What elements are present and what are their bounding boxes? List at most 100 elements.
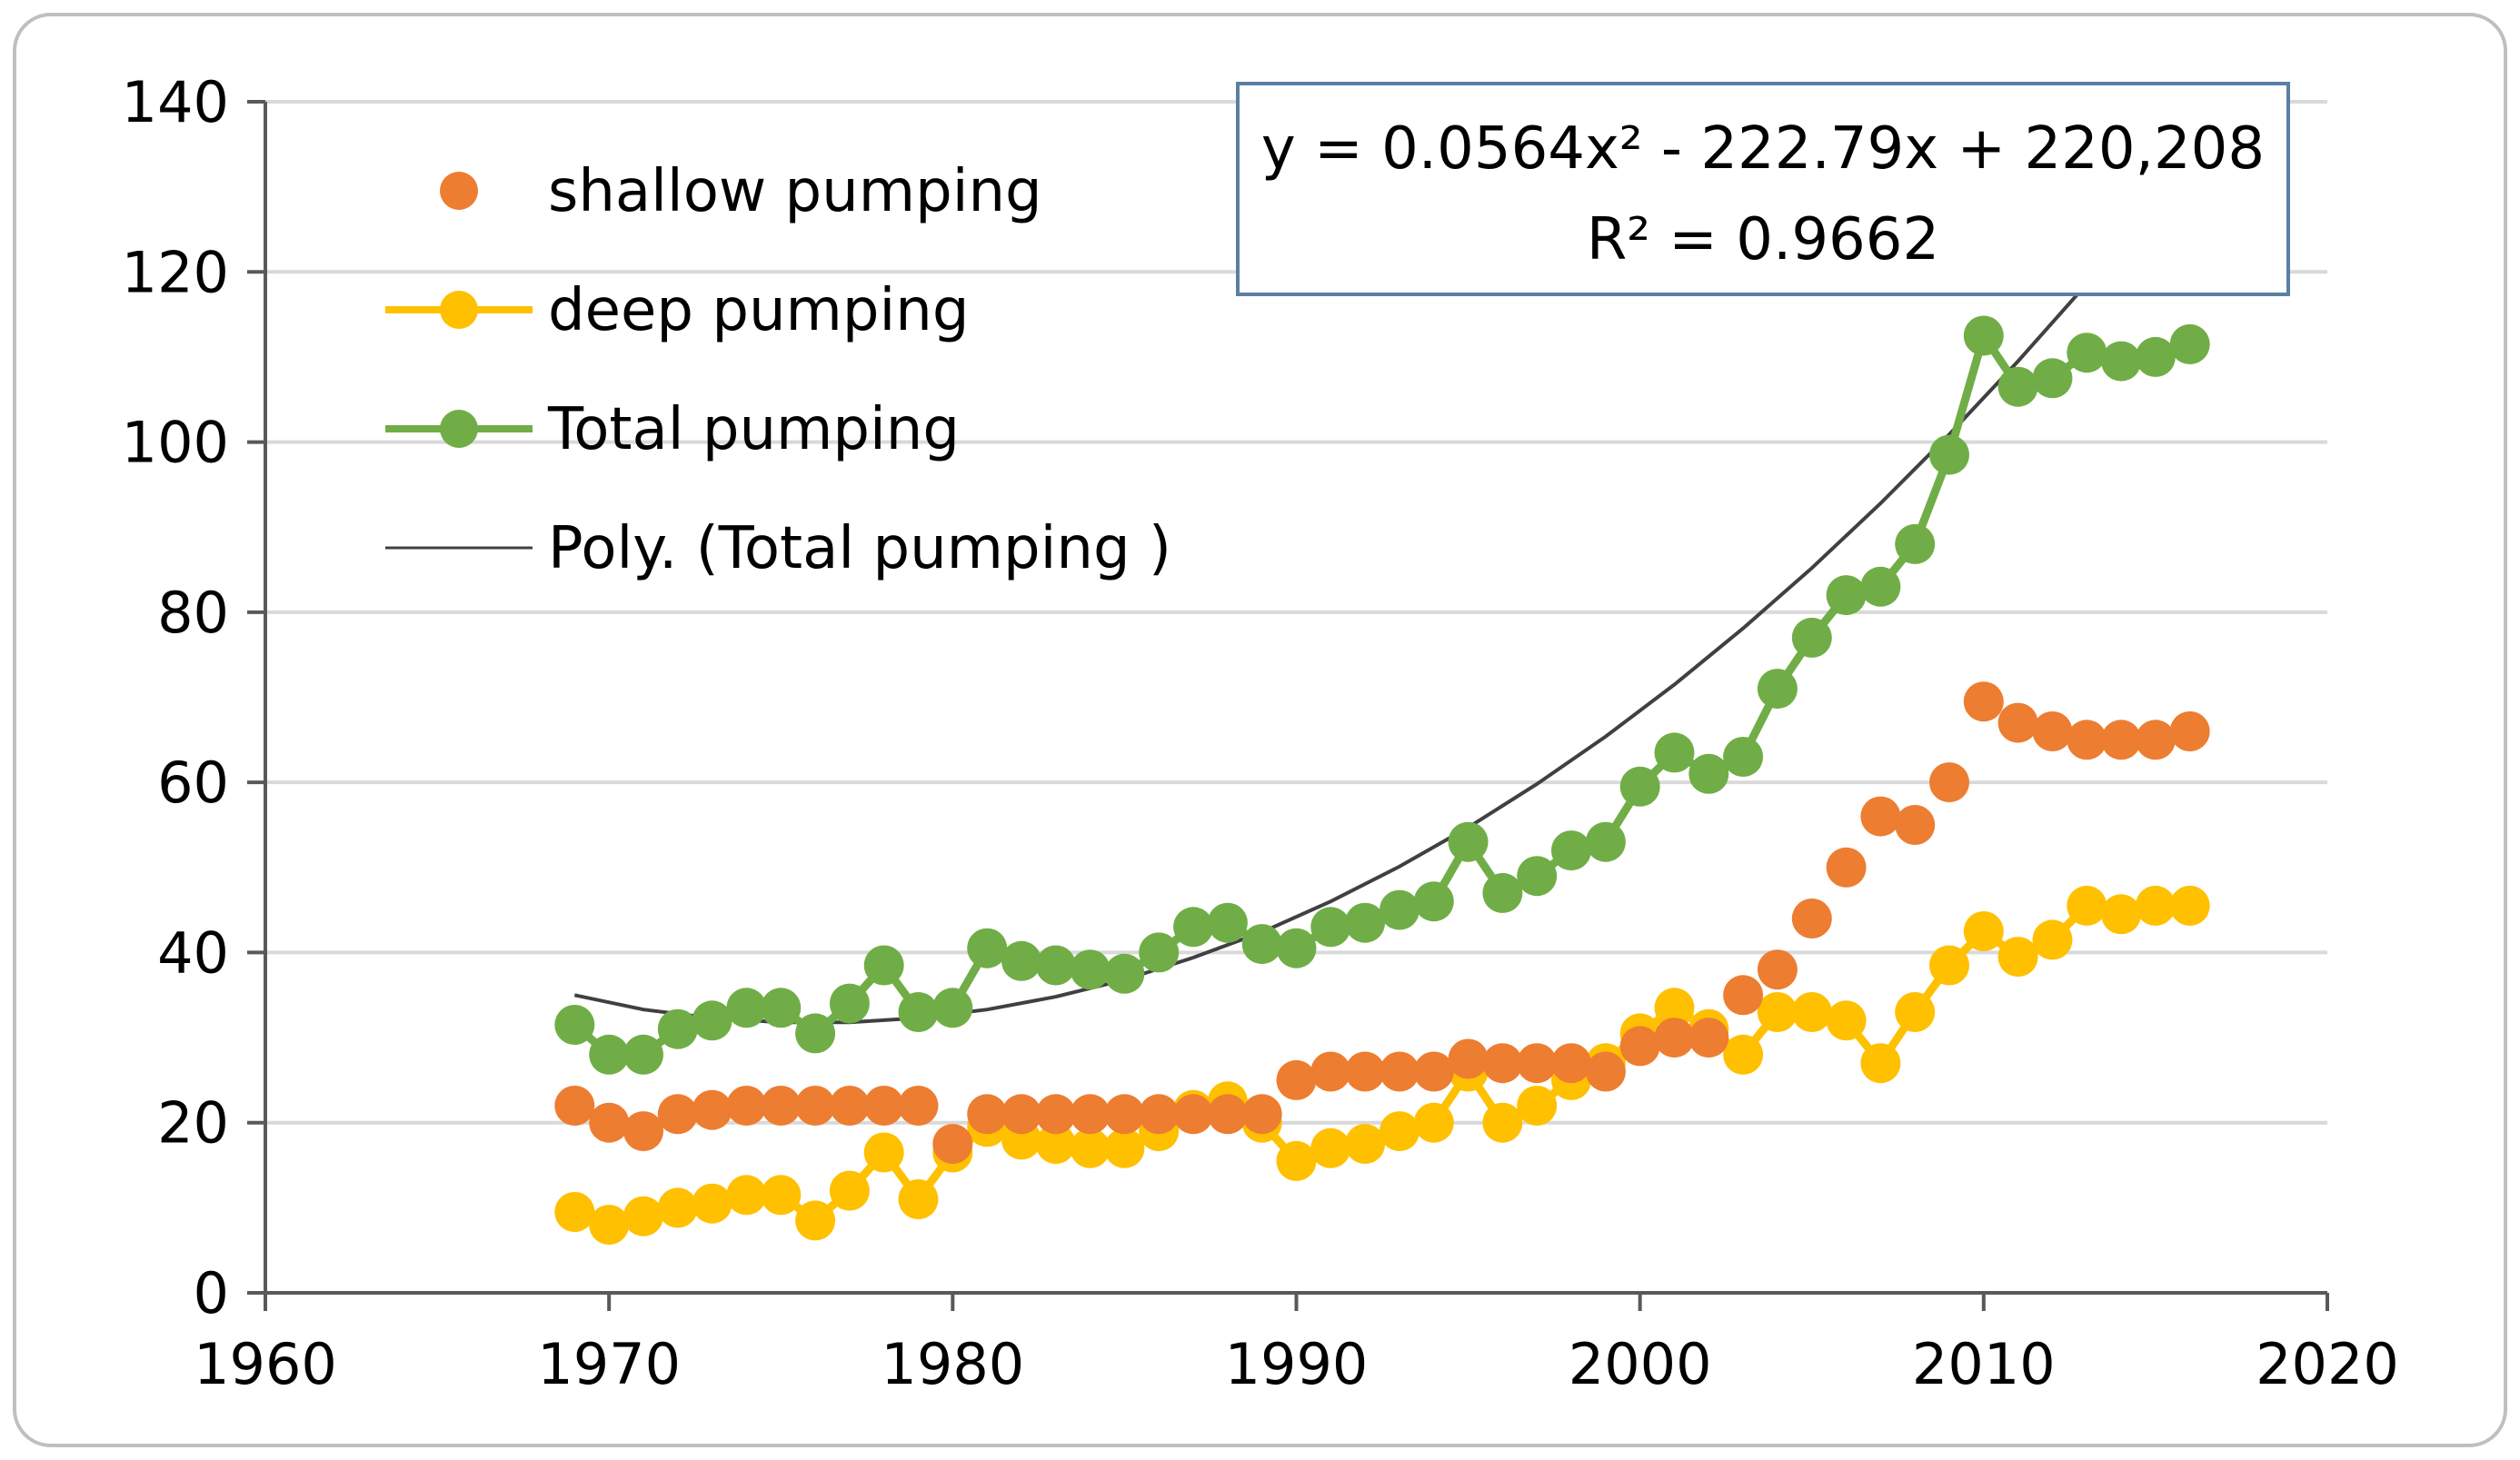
point-deep-pumping-2013 — [2067, 885, 2107, 926]
point-shallow-pumping-2010 — [1963, 681, 2004, 722]
point-total-pumping-1971 — [623, 1034, 663, 1075]
point-total-pumping-2010 — [1963, 315, 2004, 356]
trendline-equation-box: y = 0.0564x² - 222.79x + 220,208 R² = 0.… — [1236, 82, 2290, 296]
point-shallow-pumping-2014 — [2101, 720, 2142, 760]
point-shallow-pumping-1998 — [1551, 1043, 1591, 1084]
point-shallow-pumping-1991 — [1310, 1051, 1351, 1092]
point-deep-pumping-1975 — [761, 1175, 802, 1216]
point-shallow-pumping-2001 — [1654, 1018, 1695, 1058]
point-shallow-pumping-1978 — [863, 1086, 904, 1126]
point-total-pumping-1972 — [657, 1008, 698, 1049]
point-deep-pumping-2006 — [1826, 1000, 1867, 1041]
point-shallow-pumping-2015 — [2135, 720, 2176, 760]
point-total-pumping-1970 — [589, 1034, 630, 1075]
point-deep-pumping-2012 — [2032, 919, 2073, 960]
y-tick-label-40: 40 — [157, 919, 229, 986]
point-shallow-pumping-1980 — [932, 1124, 973, 1165]
point-shallow-pumping-1999 — [1585, 1051, 1626, 1092]
point-total-pumping-1974 — [726, 988, 767, 1028]
point-deep-pumping-2008 — [1895, 992, 1936, 1032]
point-total-pumping-1980 — [932, 988, 973, 1028]
x-tick-label-2020: 2020 — [2256, 1331, 2399, 1397]
point-total-pumping-2014 — [2101, 341, 2142, 382]
point-shallow-pumping-2012 — [2032, 711, 2073, 751]
x-tick-label-1990: 1990 — [1225, 1331, 1369, 1397]
axes — [247, 100, 2329, 1311]
point-total-pumping-1986 — [1139, 932, 1180, 973]
point-shallow-pumping-2005 — [1791, 899, 1832, 939]
point-shallow-pumping-1977 — [829, 1086, 870, 1126]
y-tick-label-0: 0 — [194, 1260, 229, 1326]
point-shallow-pumping-1990 — [1276, 1059, 1317, 1100]
point-deep-pumping-2007 — [1860, 1043, 1901, 1084]
point-deep-pumping-2003 — [1723, 1034, 1764, 1075]
point-deep-pumping-1977 — [829, 1170, 870, 1211]
point-deep-pumping-1971 — [623, 1196, 663, 1237]
y-tick-label-140: 140 — [122, 69, 229, 135]
point-total-pumping-1992 — [1345, 902, 1386, 943]
legend-marker-total — [440, 410, 478, 448]
legend-label-deep: deep pumping — [548, 277, 969, 344]
point-total-pumping-1983 — [1035, 945, 1076, 986]
point-deep-pumping-1970 — [589, 1205, 630, 1246]
point-total-pumping-1969 — [554, 1005, 595, 1045]
point-deep-pumping-2001 — [1654, 988, 1695, 1028]
point-total-pumping-2008 — [1895, 523, 1936, 564]
point-shallow-pumping-1997 — [1517, 1043, 1558, 1084]
point-total-pumping-1987 — [1173, 907, 1214, 948]
point-deep-pumping-1979 — [898, 1179, 939, 1219]
point-shallow-pumping-1993 — [1380, 1051, 1419, 1092]
x-tick-label-2000: 2000 — [1569, 1331, 1712, 1397]
point-deep-pumping-2016 — [2169, 885, 2210, 926]
point-shallow-pumping-1976 — [795, 1086, 836, 1126]
point-shallow-pumping-1982 — [1001, 1094, 1041, 1135]
point-total-pumping-1979 — [898, 992, 939, 1032]
point-shallow-pumping-1994 — [1413, 1051, 1454, 1092]
point-shallow-pumping-1984 — [1070, 1094, 1111, 1135]
point-total-pumping-1995 — [1448, 821, 1489, 862]
point-total-pumping-1998 — [1551, 830, 1591, 871]
point-total-pumping-2005 — [1791, 617, 1832, 658]
x-tick-label-1960: 1960 — [194, 1331, 337, 1397]
legend-marker-shallow — [440, 172, 478, 210]
trendline-poly-total — [573, 274, 2190, 1025]
point-shallow-pumping-2011 — [1997, 702, 2038, 743]
point-deep-pumping-1993 — [1380, 1111, 1419, 1152]
point-deep-pumping-2010 — [1963, 911, 2004, 951]
point-total-pumping-2009 — [1929, 434, 1969, 475]
point-shallow-pumping-2003 — [1723, 975, 1764, 1016]
point-deep-pumping-1983 — [1035, 1124, 1076, 1165]
y-tick-label-80: 80 — [157, 580, 229, 646]
point-shallow-pumping-1975 — [761, 1086, 802, 1126]
point-total-pumping-1976 — [795, 1013, 836, 1054]
y-tick-label-100: 100 — [122, 410, 229, 476]
point-shallow-pumping-1983 — [1035, 1094, 1076, 1135]
point-total-pumping-1973 — [692, 1000, 732, 1041]
point-shallow-pumping-1972 — [657, 1094, 698, 1135]
point-shallow-pumping-1987 — [1173, 1094, 1214, 1135]
point-total-pumping-1975 — [761, 988, 802, 1028]
point-total-pumping-2003 — [1723, 737, 1764, 777]
y-tick-label-60: 60 — [157, 750, 229, 816]
point-total-pumping-2001 — [1654, 732, 1695, 773]
point-deep-pumping-2015 — [2135, 885, 2176, 926]
point-shallow-pumping-2016 — [2169, 711, 2210, 751]
point-total-pumping-2007 — [1860, 566, 1901, 607]
point-deep-pumping-2005 — [1791, 992, 1832, 1032]
point-total-pumping-2004 — [1757, 669, 1798, 710]
point-deep-pumping-1996 — [1482, 1102, 1523, 1143]
point-total-pumping-2011 — [1997, 366, 2038, 407]
point-total-pumping-2013 — [2067, 333, 2107, 373]
point-total-pumping-2016 — [2169, 323, 2210, 364]
point-deep-pumping-2011 — [1997, 937, 2038, 978]
legend: shallow pumping deep pumping Total pumpi… — [385, 158, 1171, 582]
point-deep-pumping-2009 — [1929, 945, 1969, 986]
point-shallow-pumping-2006 — [1826, 847, 1867, 888]
point-total-pumping-1988 — [1207, 902, 1248, 943]
point-total-pumping-2012 — [2032, 358, 2073, 399]
x-tick-label-1980: 1980 — [881, 1331, 1024, 1397]
point-shallow-pumping-1992 — [1345, 1051, 1386, 1092]
point-shallow-pumping-2004 — [1757, 949, 1798, 990]
point-total-pumping-1993 — [1380, 889, 1419, 930]
trendline-r-squared: R² = 0.9662 — [1587, 206, 1939, 273]
